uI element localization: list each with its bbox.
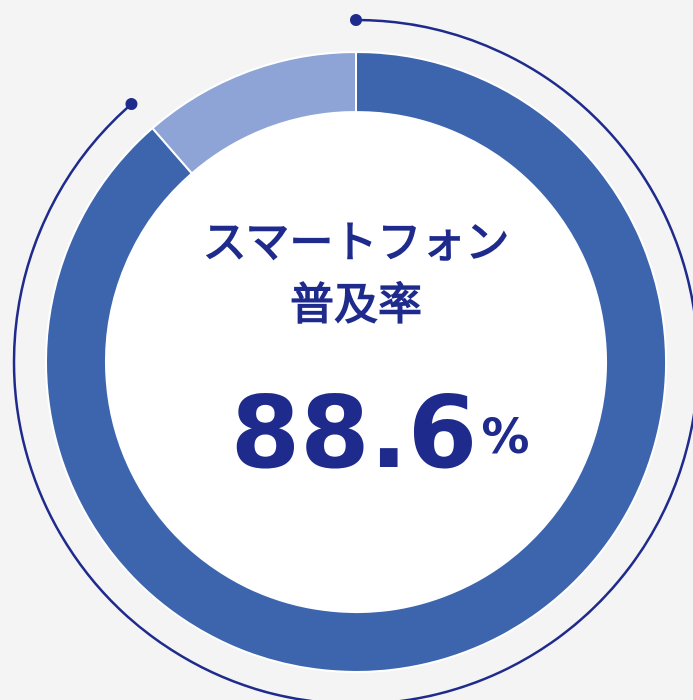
value-unit: % bbox=[481, 409, 529, 465]
accent-arc bbox=[12, 18, 693, 700]
accent-dot bbox=[350, 14, 362, 26]
chart-title: 普及率 bbox=[290, 279, 422, 330]
value-label: 88.6% bbox=[231, 374, 530, 491]
value-number: 88.6 bbox=[231, 374, 478, 491]
chart-title: スマートフォン bbox=[203, 217, 510, 268]
donut-hole bbox=[106, 112, 606, 612]
accent-dot bbox=[125, 98, 138, 111]
